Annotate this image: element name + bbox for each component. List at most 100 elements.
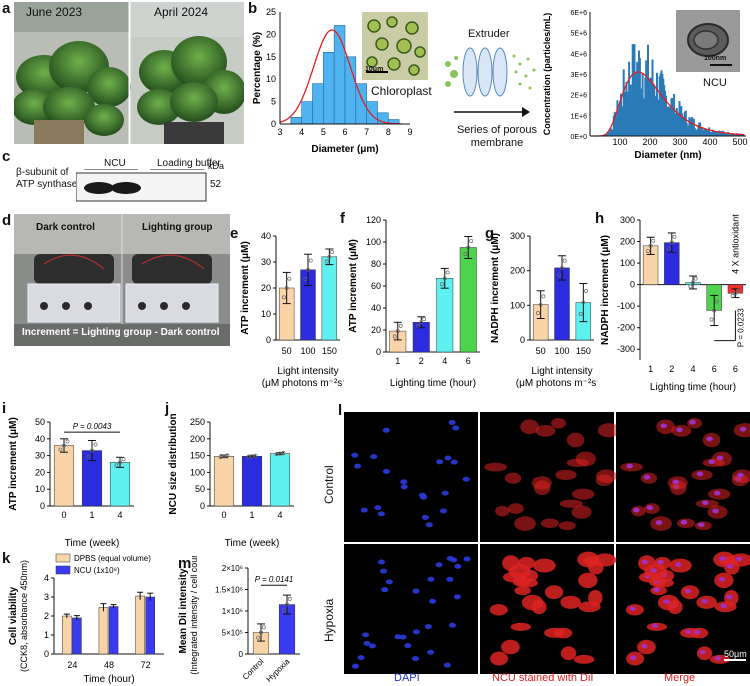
data-point — [250, 454, 254, 459]
bar — [62, 615, 72, 655]
concentration-bar — [691, 116, 694, 136]
x-tick-label: 0 — [61, 510, 66, 520]
x-axis-label: Time (week) — [65, 538, 120, 549]
ncu-vesicle-micrograph — [676, 10, 740, 72]
data-point — [469, 238, 474, 243]
y-axis-label: NADPH increment (μM) — [490, 233, 501, 343]
nucleus — [424, 624, 432, 630]
data-point — [225, 453, 230, 458]
dii-signal — [571, 488, 595, 500]
nucleus — [448, 419, 456, 425]
nucleus — [382, 427, 390, 433]
bar — [241, 456, 263, 507]
x-axis-label: Light intensity — [277, 366, 338, 377]
increment-formula: Increment = Lighting group - Dark contro… — [22, 327, 220, 338]
x-tick-label: 400 — [702, 137, 717, 147]
concentration-bar — [692, 118, 695, 136]
nucleus — [351, 663, 359, 669]
data-point — [536, 311, 540, 315]
dii-signal — [540, 518, 559, 528]
x-tick-label: 0 — [221, 510, 226, 520]
data-point — [667, 246, 672, 251]
y-tick-label: 40 — [371, 303, 381, 313]
dii-signal — [559, 499, 583, 508]
column-label-merge: Merge — [664, 672, 696, 684]
chloroplast-diameter-histogram: 0 5 10 15 20 25 3 4 5 6 7 8 9 Diameter (μm) Percentage… — [252, 7, 413, 155]
protein-name-line-2: ATP synthase — [16, 179, 78, 190]
x-tick-label: Control — [241, 657, 266, 682]
nucleus — [446, 555, 454, 561]
dii-signal — [573, 654, 595, 664]
concentration-bar — [673, 93, 676, 136]
photo-label-april-2024: April 2024 — [154, 5, 209, 19]
bar — [98, 607, 109, 655]
data-point — [287, 276, 292, 281]
y-tick-label: 100 — [190, 467, 205, 477]
x-tick-label: 300 — [672, 137, 687, 147]
y-tick-label: 3 — [44, 592, 49, 602]
chloroplast-label: Chloroplast — [371, 84, 432, 98]
data-point — [256, 635, 261, 640]
y-tick-label: 0 — [271, 119, 276, 129]
p-value-m: P = 0.0141 — [255, 575, 294, 584]
nucleus — [436, 459, 444, 465]
nucleus — [381, 587, 389, 593]
nucleus — [452, 425, 460, 431]
merged-nucleus — [718, 577, 725, 582]
size-fit-line — [593, 71, 745, 137]
panel-label-k: k — [2, 550, 11, 567]
merged-nucleus — [653, 587, 660, 592]
lighting-group-label: Lighting group — [142, 222, 213, 233]
y-tick-label: 5E+6 — [570, 31, 587, 38]
y-axis-label: NCU size distribution — [168, 413, 179, 514]
nucleus — [425, 522, 433, 528]
data-point — [584, 289, 588, 294]
y-tick-label: 0 — [520, 335, 525, 345]
dii-signal — [544, 585, 564, 600]
y-tick-label: 5×10⁵ — [222, 629, 243, 638]
merged-nucleus — [737, 472, 744, 478]
nucleus — [454, 563, 462, 569]
nucleus — [377, 559, 385, 565]
chart-e: 0 10 20 30 40 50 100 150 ATP increment (μM) Light… — [240, 231, 344, 389]
concentration-bar — [613, 111, 616, 136]
merged-nucleus — [680, 520, 687, 525]
nucleus — [411, 656, 419, 662]
nucleus — [429, 598, 437, 604]
blot-band-1 — [84, 182, 114, 194]
merged-nucleus — [629, 606, 636, 611]
ncu-label: NCU — [703, 77, 727, 89]
panel-label-l: l — [338, 402, 343, 419]
data-point — [90, 448, 94, 453]
data-point — [281, 451, 286, 455]
dii-signal — [531, 476, 552, 490]
x-tick-label: 100 — [300, 346, 315, 356]
x-tick-label: 4 — [442, 356, 447, 366]
y-tick-label: 20 — [266, 29, 276, 39]
data-point — [278, 451, 282, 456]
data-point — [222, 454, 226, 459]
blot-membrane — [76, 169, 207, 202]
plant-photo-illustration — [14, 2, 244, 144]
data-point — [581, 300, 586, 305]
protein-name-line-1: β-subunit of — [16, 167, 69, 178]
merged-nucleus — [675, 562, 682, 567]
merged-nucleus — [719, 556, 726, 561]
data-point — [672, 234, 677, 239]
data-point — [714, 299, 719, 304]
x-tick-label: 6 — [466, 356, 471, 366]
merged-nucleus — [660, 423, 667, 428]
nucleus — [385, 579, 393, 585]
y-tick-label: 30 — [261, 257, 271, 267]
plant-photos: June 2023 April 2024 — [14, 2, 244, 144]
dii-signal — [588, 560, 604, 575]
y-tick-label: 4 — [44, 573, 49, 583]
dii-signal — [489, 604, 508, 616]
x-tick-label: 48 — [104, 660, 114, 670]
y-axis-label-2: (Integrated intensity / cell count) — [189, 556, 199, 675]
y-tick-label: 100 — [366, 237, 381, 247]
x-tick-label: 72 — [141, 660, 151, 670]
x-tick-label: 4 — [277, 510, 282, 520]
y-tick-label: 10 — [266, 74, 276, 84]
dii-signal — [566, 458, 589, 467]
